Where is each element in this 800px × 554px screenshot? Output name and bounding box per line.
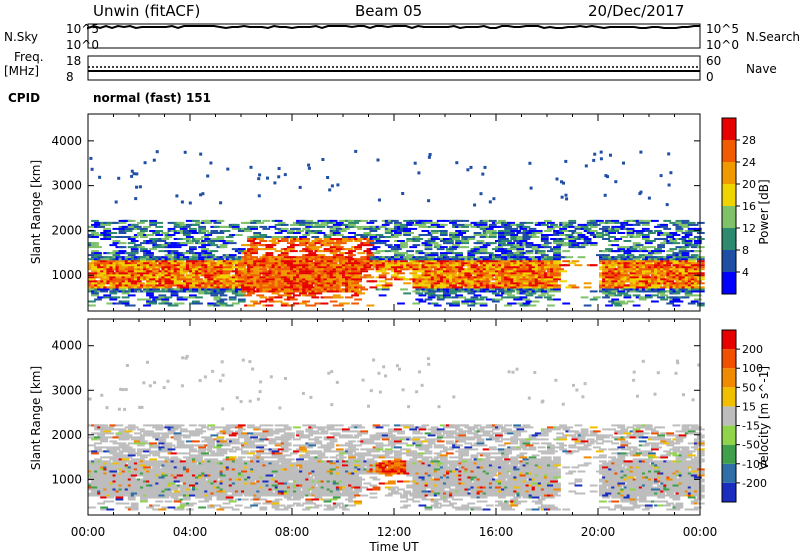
nsky-top: 10^5 (66, 22, 99, 36)
colorbar-swatch (722, 162, 736, 184)
velocity-colorbar-label: Velocity [m s^-1] (757, 366, 771, 470)
colorbar-swatch (722, 206, 736, 228)
nave-label: Nave (746, 62, 777, 76)
power-panel: 1000 2000 3000 4000 (51, 113, 705, 312)
velocity-ylabel: Slant Range [km] (29, 366, 43, 470)
date-title: 20/Dec/2017 (588, 2, 685, 20)
beam-title: Beam 05 (355, 2, 423, 20)
colorbar-tick-label: 50 (742, 381, 756, 394)
time-axis: 00:00 04:00 08:00 12:00 16:00 20:00 00:00 (71, 525, 718, 539)
xtick-label: 16:00 (479, 525, 514, 539)
colorbar-swatch (722, 140, 736, 162)
power-colorbar: 4 8 12 16 20 24 28 (721, 117, 756, 295)
colorbar-tick-label: -15 (742, 420, 760, 433)
time-axis-title: Time UT (368, 540, 419, 554)
colorbar-tick-label: -100 (742, 458, 767, 471)
freq-bottom: 8 (66, 70, 74, 84)
freq-label-1: Freq. (14, 50, 44, 64)
colorbar-tick-label: 200 (742, 343, 763, 356)
ytick-label: 4000 (51, 339, 82, 353)
station-title: Unwin (fitACF) (93, 2, 201, 20)
freq-label-2: [MHz] (4, 64, 40, 78)
velocity-colorbar: 200 100 50 15 -15 -50 -100 -200 (721, 329, 767, 503)
colorbar-swatch (722, 463, 736, 483)
ytick-label: 3000 (51, 383, 82, 397)
colorbar-tick-label: 16 (742, 200, 756, 213)
nsearch-top: 10^5 (706, 22, 739, 36)
colorbar-tick-label: 8 (742, 244, 749, 257)
freq-strip (87, 55, 701, 81)
colorbar-swatch (722, 228, 736, 250)
nsky-bottom: 10^0 (66, 38, 99, 52)
colorbar-tick-label: -200 (742, 477, 767, 490)
nsearch-bottom: 10^0 (706, 38, 739, 52)
colorbar-swatch (722, 425, 736, 445)
ytick-label: 4000 (51, 134, 82, 148)
colorbar-swatch (722, 250, 736, 272)
colorbar-swatch (722, 330, 736, 350)
nsky-strip (87, 23, 701, 49)
colorbar-tick-label: 15 (742, 400, 756, 413)
ytick-label: 3000 (51, 179, 82, 193)
colorbar-tick-label: 20 (742, 178, 756, 191)
velocity-panel: 1000 2000 3000 4000 (51, 318, 705, 516)
ytick-label: 1000 (51, 472, 82, 486)
nave-top: 60 (706, 54, 722, 68)
colorbar-tick-label: 28 (742, 134, 756, 147)
xtick-label: 20:00 (581, 525, 616, 539)
colorbar-swatch (722, 272, 736, 294)
nsearch-label: N.Search (746, 30, 800, 44)
xtick-label: 12:00 (377, 525, 412, 539)
ytick-label: 2000 (51, 223, 82, 237)
colorbar-swatch (722, 184, 736, 206)
freq-top: 18 (66, 54, 82, 68)
xtick-label: 00:00 (71, 525, 106, 539)
colorbar-swatch (722, 387, 736, 407)
colorbar-swatch (722, 482, 736, 502)
colorbar-swatch (722, 406, 736, 426)
ytick-label: 1000 (51, 268, 82, 282)
colorbar-tick-label: -50 (742, 439, 760, 452)
colorbar-tick-label: 24 (742, 156, 756, 169)
colorbar-swatch (722, 118, 736, 140)
power-ylabel: Slant Range [km] (29, 160, 43, 264)
colorbar-tick-label: 100 (742, 362, 763, 375)
ytick-label: 2000 (51, 428, 82, 442)
power-colorbar-label: Power [dB] (757, 179, 771, 244)
cpid-label: CPID (8, 91, 41, 105)
nsky-label: N.Sky (4, 30, 39, 44)
colorbar-tick-label: 4 (742, 266, 749, 279)
colorbar-swatch (722, 368, 736, 388)
xtick-label: 00:00 (683, 525, 718, 539)
xtick-label: 04:00 (173, 525, 208, 539)
colorbar-swatch (722, 444, 736, 464)
nave-bottom: 0 (706, 70, 714, 84)
colorbar-tick-label: 12 (742, 222, 756, 235)
xtick-label: 08:00 (275, 525, 310, 539)
cpid-text: normal (fast) 151 (93, 91, 211, 105)
colorbar-swatch (722, 349, 736, 369)
colorbar-frame (721, 329, 737, 503)
